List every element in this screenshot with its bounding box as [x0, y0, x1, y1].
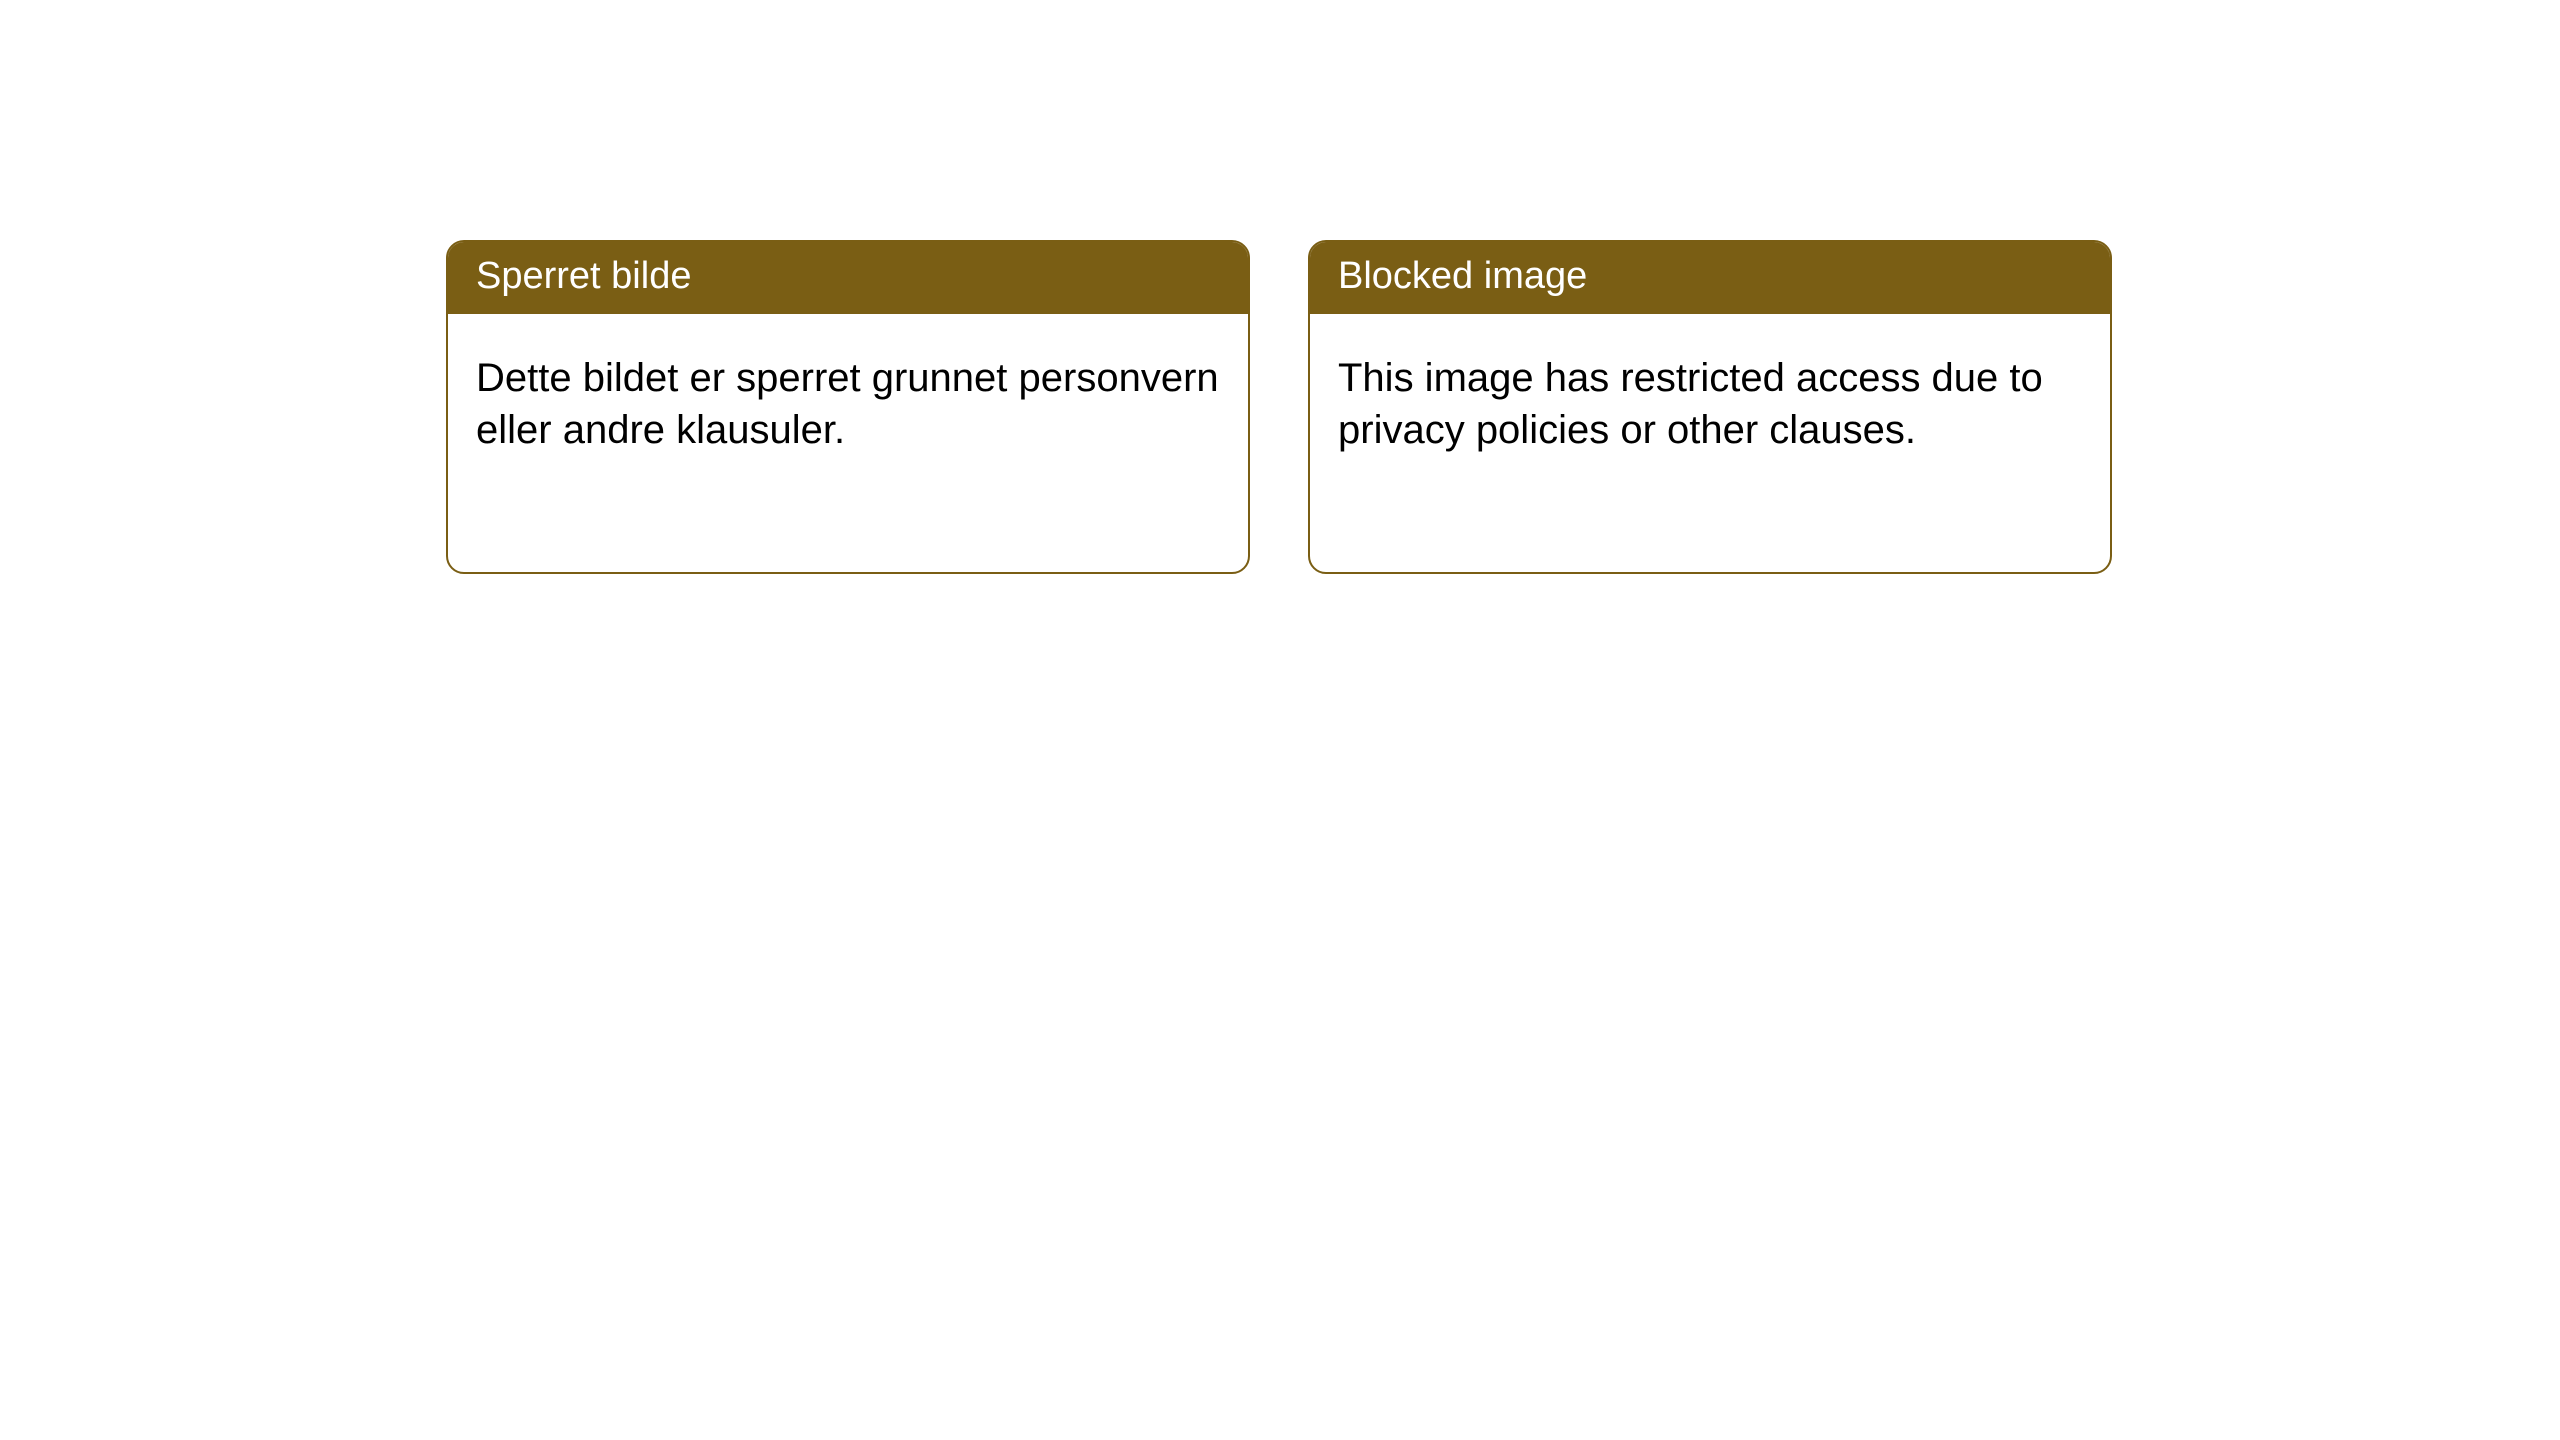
card-body-no: Dette bildet er sperret grunnet personve… — [448, 314, 1248, 484]
blocked-image-card-no: Sperret bilde Dette bildet er sperret gr… — [446, 240, 1250, 574]
card-body-en: This image has restricted access due to … — [1310, 314, 2110, 484]
blocked-image-card-en: Blocked image This image has restricted … — [1308, 240, 2112, 574]
card-header-no: Sperret bilde — [448, 242, 1248, 314]
notice-container: Sperret bilde Dette bildet er sperret gr… — [446, 240, 2112, 574]
card-header-en: Blocked image — [1310, 242, 2110, 314]
